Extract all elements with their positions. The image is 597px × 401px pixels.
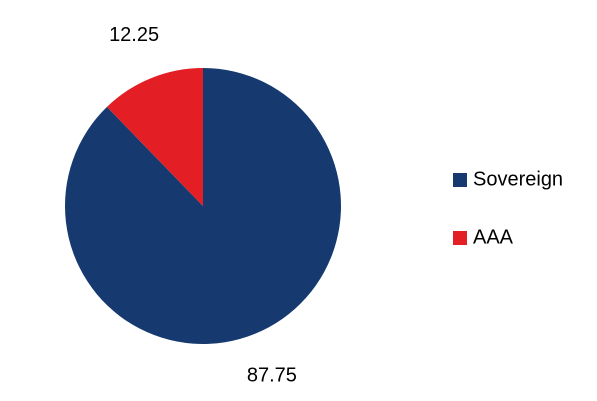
data-label: 12.25 bbox=[109, 24, 159, 46]
legend-swatch bbox=[453, 231, 467, 245]
pie-slice bbox=[64, 68, 341, 345]
legend-swatch bbox=[453, 173, 467, 187]
legend-label: AAA bbox=[473, 226, 514, 248]
legend-label: Sovereign bbox=[473, 168, 563, 190]
pie-slice bbox=[106, 68, 203, 206]
data-label: 87.75 bbox=[247, 364, 297, 386]
